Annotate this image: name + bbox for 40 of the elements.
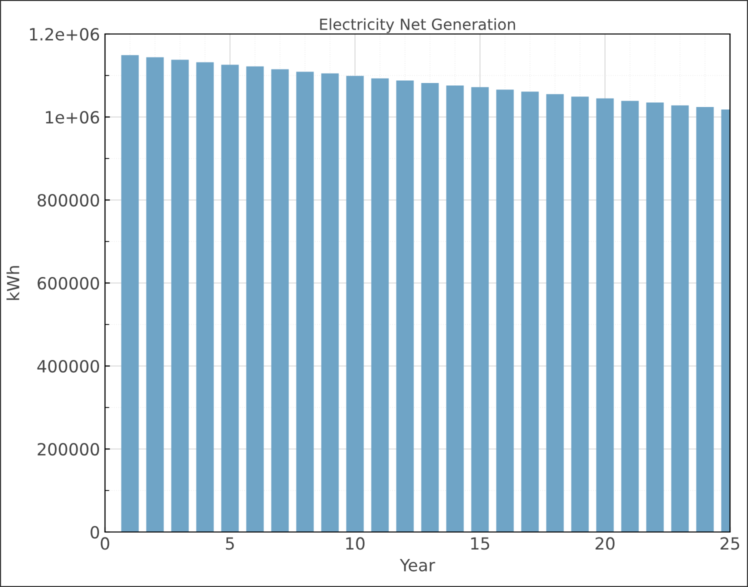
bar <box>346 76 364 532</box>
chart-title: Electricity Net Generation <box>320 18 516 34</box>
x-tick-label: 25 <box>720 537 740 550</box>
bar <box>496 90 514 532</box>
bar <box>596 98 614 532</box>
bar <box>646 102 664 532</box>
x-tick-label: 10 <box>346 537 364 550</box>
bar <box>571 96 589 532</box>
bar <box>321 73 339 532</box>
y-axis-title: kWh <box>6 266 20 300</box>
bar <box>521 92 539 532</box>
x-tick-label: 5 <box>226 537 234 550</box>
y-tick-label: 1.2e+06 <box>30 28 100 41</box>
bar <box>696 107 714 532</box>
bar <box>146 57 164 532</box>
bar <box>446 85 464 532</box>
bar <box>371 78 389 532</box>
x-axis-title: Year <box>400 559 436 572</box>
bar <box>271 69 289 532</box>
bar <box>546 94 564 532</box>
y-tick-label: 200000 <box>38 442 100 456</box>
y-tick-label: 600000 <box>38 276 100 290</box>
bar <box>121 55 139 532</box>
x-tick-label: 0 <box>100 537 110 550</box>
bar <box>396 80 414 532</box>
bar <box>471 87 489 532</box>
y-tick-label: 0 <box>90 526 100 539</box>
bar <box>296 72 314 532</box>
y-tick-label: 1e+06 <box>46 110 100 124</box>
x-tick-label: 15 <box>471 537 490 550</box>
y-tick-label: 800000 <box>38 194 100 207</box>
bar <box>171 60 189 532</box>
bar <box>621 100 639 532</box>
bar <box>421 82 439 532</box>
y-tick-label: 400000 <box>37 360 100 373</box>
bar <box>671 105 689 532</box>
bar <box>221 64 239 532</box>
bar <box>196 62 214 532</box>
bar <box>246 66 264 532</box>
x-tick-label: 20 <box>596 537 614 550</box>
